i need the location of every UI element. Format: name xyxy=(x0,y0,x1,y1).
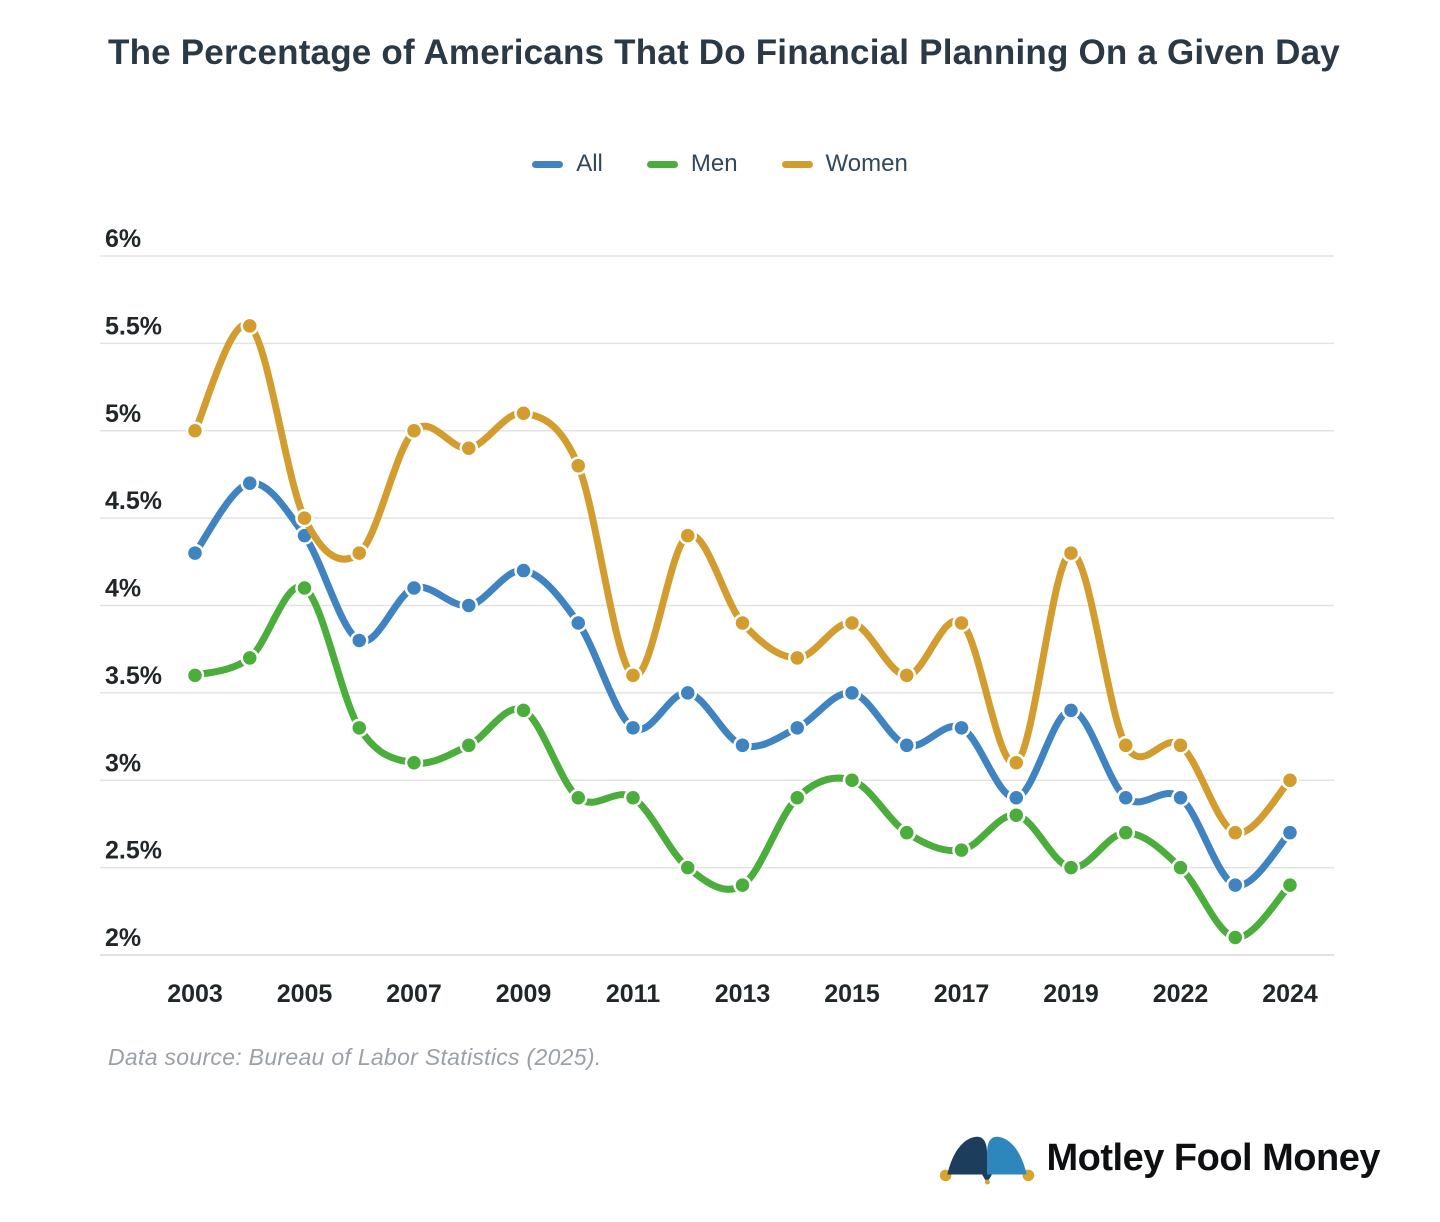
y-tick-label-5%: 5% xyxy=(105,400,141,428)
data-point-all-2018 xyxy=(1007,788,1026,807)
data-point-all-2009 xyxy=(514,561,533,580)
legend-label-men: Men xyxy=(690,150,738,177)
data-point-women-2024 xyxy=(1280,771,1300,790)
data-point-men-2014 xyxy=(788,788,807,807)
legend-item-all: All xyxy=(532,150,603,178)
data-point-men-2010 xyxy=(569,788,588,807)
jester-hat-icon xyxy=(939,1136,1034,1185)
data-point-women-2016 xyxy=(897,666,916,685)
data-point-women-2013 xyxy=(733,613,752,633)
x-tick-label-2019: 2019 xyxy=(1043,980,1099,1008)
data-point-all-2006 xyxy=(350,631,369,650)
data-point-all-2021 xyxy=(1116,788,1135,807)
y-tick-label-4.5%: 4.5% xyxy=(105,487,162,515)
data-point-men-2012 xyxy=(678,858,697,877)
x-tick-label-2003: 2003 xyxy=(167,980,223,1008)
x-tick-label-2009: 2009 xyxy=(496,980,552,1008)
data-point-women-2011 xyxy=(623,666,643,685)
data-point-men-2021 xyxy=(1116,823,1135,842)
data-point-all-2013 xyxy=(733,736,752,755)
data-point-all-2015 xyxy=(842,683,862,703)
data-point-all-2014 xyxy=(788,718,807,738)
x-tick-label-2007: 2007 xyxy=(386,980,442,1008)
data-point-men-2024 xyxy=(1280,875,1300,895)
data-point-men-2013 xyxy=(733,875,752,895)
data-point-men-2022 xyxy=(1171,858,1190,877)
data-point-women-2009 xyxy=(514,404,533,423)
data-point-women-2022 xyxy=(1171,736,1190,755)
data-point-women-2003 xyxy=(185,421,205,440)
data-point-women-2014 xyxy=(788,648,807,668)
data-point-women-2012 xyxy=(678,526,697,545)
data-point-all-2011 xyxy=(623,718,643,738)
data-point-women-2021 xyxy=(1116,736,1135,755)
data-point-all-2022 xyxy=(1171,788,1190,807)
data-point-men-2004 xyxy=(240,648,259,668)
data-source-note: Data source: Bureau of Labor Statistics … xyxy=(108,1044,602,1070)
y-tick-label-3%: 3% xyxy=(105,749,141,777)
data-point-all-2017 xyxy=(952,718,971,738)
data-point-women-2006 xyxy=(350,543,369,563)
data-point-women-2010 xyxy=(569,456,588,475)
data-point-women-2008 xyxy=(459,438,478,458)
data-point-men-2006 xyxy=(350,718,369,738)
y-tick-label-3.5%: 3.5% xyxy=(105,662,162,690)
data-point-men-2003 xyxy=(185,666,205,685)
data-point-men-2009 xyxy=(514,701,533,720)
x-tick-label-2015: 2015 xyxy=(824,980,880,1008)
data-point-men-2019 xyxy=(1061,858,1081,877)
data-point-men-2018 xyxy=(1007,805,1026,825)
data-point-women-2019 xyxy=(1061,543,1081,563)
data-point-all-2023 xyxy=(1226,875,1245,895)
x-tick-label-2011: 2011 xyxy=(606,980,660,1008)
data-point-all-2016 xyxy=(897,736,916,755)
x-tick-label-2005: 2005 xyxy=(277,980,333,1008)
data-point-all-2010 xyxy=(569,613,588,633)
data-point-women-2005 xyxy=(295,508,314,528)
brand-logo-text: Motley Fool Money xyxy=(1046,1136,1381,1179)
legend-item-men: Men xyxy=(646,150,738,178)
data-point-men-2017 xyxy=(952,840,971,860)
series-line-women xyxy=(191,321,1294,837)
data-point-all-2003 xyxy=(185,543,205,563)
data-point-men-2016 xyxy=(897,823,916,842)
data-point-men-2015 xyxy=(842,771,862,790)
data-point-all-2024 xyxy=(1280,823,1300,842)
legend-swatch-men xyxy=(646,160,678,168)
legend-swatch-women xyxy=(781,160,813,168)
data-point-all-2004 xyxy=(240,473,259,493)
data-point-women-2018 xyxy=(1007,753,1026,773)
y-tick-label-5.5%: 5.5% xyxy=(105,312,162,340)
data-point-women-2007 xyxy=(404,421,424,440)
data-point-women-2017 xyxy=(952,613,971,633)
x-tick-label-2017: 2017 xyxy=(934,980,990,1008)
data-point-men-2008 xyxy=(459,736,478,755)
brand-logo: Motley Fool Money xyxy=(939,1126,1381,1190)
legend-label-all: All xyxy=(576,150,603,177)
y-tick-label-6%: 6% xyxy=(105,225,141,253)
x-tick-label-2013: 2013 xyxy=(715,980,771,1008)
x-tick-label-2024: 2024 xyxy=(1262,980,1318,1008)
legend-item-women: Women xyxy=(781,150,908,178)
data-point-all-2007 xyxy=(404,578,424,598)
legend: All Men Women xyxy=(0,150,1440,178)
x-tick-label-2022: 2022 xyxy=(1153,980,1209,1008)
y-tick-label-4%: 4% xyxy=(105,575,141,603)
data-point-men-2007 xyxy=(404,753,424,773)
data-point-women-2004 xyxy=(240,316,259,336)
data-point-women-2015 xyxy=(842,613,862,633)
legend-label-women: Women xyxy=(825,150,908,177)
data-point-all-2008 xyxy=(459,596,478,615)
data-point-men-2011 xyxy=(623,788,643,807)
y-tick-label-2.5%: 2.5% xyxy=(105,837,162,865)
data-point-men-2023 xyxy=(1226,928,1245,947)
y-tick-label-2%: 2% xyxy=(105,924,141,952)
data-point-women-2023 xyxy=(1226,823,1245,842)
data-point-men-2005 xyxy=(295,578,314,598)
chart-title: The Percentage of Americans That Do Fina… xyxy=(108,33,1340,72)
data-point-all-2012 xyxy=(678,683,697,703)
data-point-all-2019 xyxy=(1061,701,1081,720)
legend-swatch-all xyxy=(532,160,564,168)
